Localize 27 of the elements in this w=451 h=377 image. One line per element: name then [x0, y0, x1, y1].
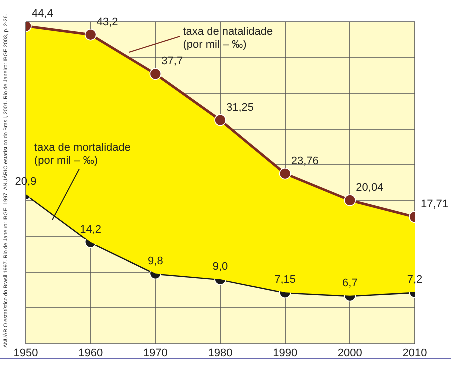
data-label: 7,2: [407, 274, 423, 286]
data-label: 37,7: [162, 56, 184, 68]
text: taxa de mortalidade (por mil – ‰): [34, 142, 132, 167]
data-label: 44,4: [32, 8, 54, 20]
point: [344, 194, 356, 206]
point: [84, 28, 97, 41]
data-label: 31,25: [226, 102, 254, 114]
data-label: 20,04: [356, 182, 384, 194]
data-label: 17,71: [421, 198, 449, 211]
x-tick-label: 1970: [143, 347, 168, 360]
data-label: 20,9: [15, 176, 37, 188]
data-label: 7,15: [274, 274, 296, 286]
data-label: 9,8: [148, 255, 164, 268]
data-label: 14,2: [80, 224, 102, 236]
x-tick-label: 1990: [273, 347, 298, 360]
data-label: 23,76: [291, 155, 319, 168]
point: [279, 168, 292, 180]
data-label: 6,7: [342, 277, 358, 290]
point: [214, 114, 226, 126]
x-tick-label: 1980: [208, 347, 233, 360]
data-label: 9,0: [212, 260, 228, 273]
x-tick-label: 1960: [78, 347, 104, 360]
legend-label: taxa de natalidade (por mil – ‰): [183, 26, 274, 52]
x-tick-label: 2010: [402, 347, 428, 360]
x-tick-label: 1950: [14, 347, 38, 360]
x-tick-label: 2000: [338, 347, 362, 360]
point: [150, 68, 162, 80]
